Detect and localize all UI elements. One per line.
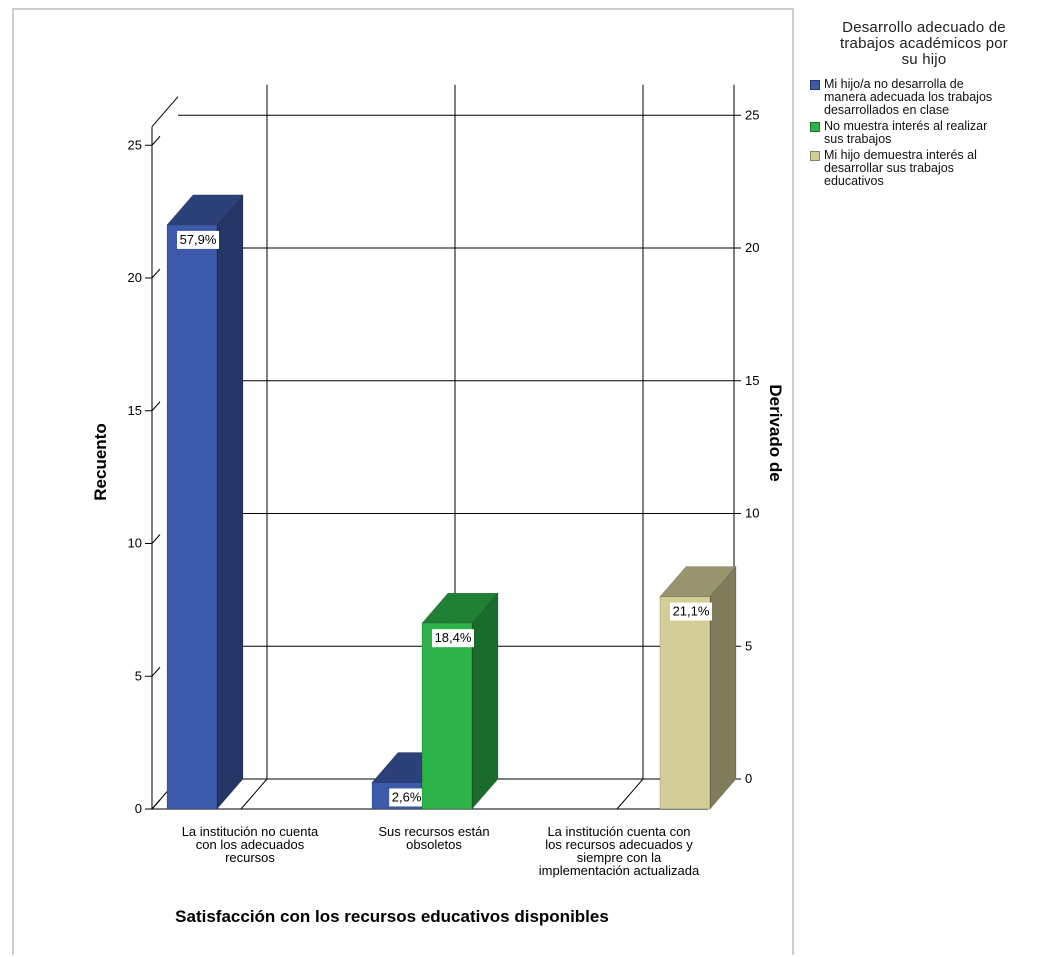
y-tick-label: 15 (128, 403, 142, 418)
data-label: 18,4% (435, 630, 472, 645)
floor-line (616, 778, 644, 810)
legend-item: Mi hijo/a no desarrolla de manera adecua… (808, 78, 1040, 117)
data-label: 2,6% (392, 789, 422, 804)
y2-axis-title: Derivado de (766, 384, 785, 481)
y-tick-slant (151, 666, 161, 677)
y2-tick-label: 25 (745, 107, 759, 122)
y2-tick-label: 5 (745, 638, 752, 653)
y-tick-slant (151, 401, 161, 412)
legend-title-line: su hijo (901, 51, 947, 68)
legend-label-line: No muestra interés al realizar (824, 119, 988, 133)
data-label: 21,1% (673, 604, 710, 619)
category-label: La institución no cuenta (182, 824, 319, 839)
legend-title-line: Desarrollo adecuado de (842, 19, 1006, 36)
bar-side (709, 565, 737, 810)
y-axis-title: Recuento (91, 423, 110, 500)
category-label: obsoletos (406, 837, 462, 852)
legend-title: Desarrollo adecuado de trabajos académic… (808, 20, 1040, 68)
legend-item: Mi hijo demuestra interés al desarrollar… (808, 149, 1040, 188)
y-tick-label: 10 (128, 536, 142, 551)
bar-side (216, 194, 244, 810)
legend-swatch (810, 122, 820, 132)
y-tick-label: 25 (128, 137, 142, 152)
y2-tick-label: 10 (745, 506, 759, 521)
legend-swatch (810, 151, 820, 161)
floor-line (240, 778, 268, 810)
y2-tick-label: 15 (745, 373, 759, 388)
legend-label-line: educativos (824, 174, 884, 188)
legend-label-line: desarrollados en clase (824, 103, 950, 117)
bar (659, 596, 711, 810)
bar (166, 224, 218, 810)
data-label: 57,9% (180, 232, 217, 247)
y-tick-label: 5 (135, 668, 142, 683)
bar-side (471, 592, 499, 810)
data-label-box (389, 788, 424, 807)
category-label: los recursos adecuados y (545, 837, 693, 852)
x-axis-title: Satisfacción con los recursos educativos… (175, 907, 609, 926)
category-label: recursos (225, 850, 275, 865)
y-tick-slant (151, 135, 161, 146)
chart-panel: 0 5 10 15 20 25 0 5 10 15 20 25 57,9% 2,6% 18,4% 21,1% L… (12, 8, 794, 955)
bar (421, 622, 473, 810)
legend-label-line: Mi hijo/a no desarrolla de (824, 77, 964, 91)
category-label: con los adecuados (196, 837, 305, 852)
y-tick-slant (151, 534, 161, 544)
legend-label: Mi hijo/a no desarrolla de manera adecua… (824, 78, 992, 117)
category-label: La institución cuenta con (547, 824, 690, 839)
legend-label-line: Mi hijo demuestra interés al (824, 148, 977, 162)
legend-label-line: desarrollar sus trabajos (824, 161, 954, 175)
legend-swatch (810, 80, 820, 90)
legend-item: No muestra interés al realizar sus traba… (808, 120, 1040, 146)
legend-label-line: sus trabajos (824, 132, 892, 146)
data-label-box (670, 602, 712, 621)
data-label-box (177, 230, 219, 249)
legend: Desarrollo adecuado de trabajos académic… (808, 20, 1040, 191)
legend-title-line: trabajos académicos por (839, 35, 1009, 52)
y-tick-slant (151, 799, 161, 810)
wall-edge (151, 96, 179, 128)
category-label: implementación actualizada (539, 863, 700, 878)
category-label: siempre con la (577, 850, 662, 865)
legend-label: No muestra interés al realizar sus traba… (824, 120, 987, 146)
y2-tick-label: 20 (745, 240, 759, 255)
y-tick-label: 20 (128, 270, 142, 285)
y-tick-label: 0 (135, 801, 142, 816)
y-tick-slant (151, 268, 161, 279)
bar-chart: 0 5 10 15 20 25 0 5 10 15 20 25 57,9% 2,6% 18,4% 21,1% L… (91, 84, 785, 926)
legend-label-line: manera adecuada los trabajos (824, 90, 993, 104)
y2-tick-label: 0 (745, 771, 752, 786)
legend-label: Mi hijo demuestra interés al desarrollar… (824, 149, 977, 188)
data-label-box (432, 629, 474, 648)
category-label: Sus recursos están (378, 824, 489, 839)
